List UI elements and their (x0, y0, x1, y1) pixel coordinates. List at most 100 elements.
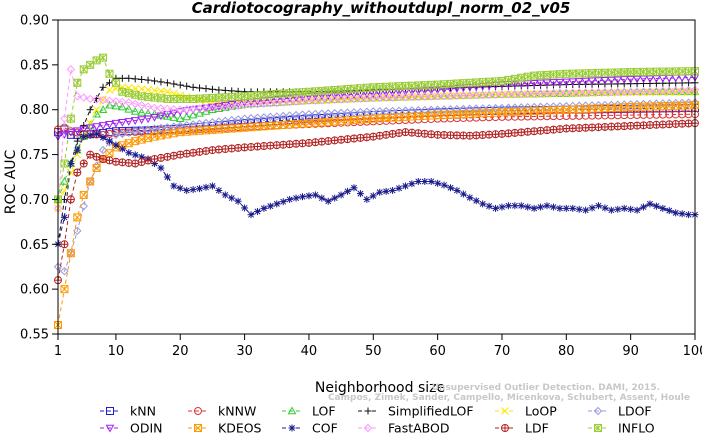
point-marker (498, 203, 506, 211)
point-marker (349, 84, 358, 93)
point-marker (170, 80, 178, 88)
point-marker (144, 85, 152, 94)
point-marker (491, 90, 500, 99)
legend-label: LDOF (618, 404, 652, 419)
point-marker (98, 105, 108, 114)
point-marker (626, 75, 636, 84)
point-marker (253, 142, 262, 151)
point-marker (240, 123, 249, 132)
point-marker (163, 130, 172, 139)
point-marker (169, 105, 179, 114)
point-marker (626, 103, 635, 112)
point-marker (363, 195, 371, 203)
point-marker (157, 78, 165, 86)
point-marker (613, 111, 622, 120)
legend-label: kNN (130, 404, 156, 419)
point-marker (452, 79, 461, 88)
point-marker (362, 115, 371, 124)
point-marker (632, 75, 642, 84)
point-marker (645, 110, 654, 119)
point-marker (137, 101, 146, 110)
point-marker (106, 407, 114, 415)
point-marker (389, 186, 397, 194)
point-marker (530, 107, 539, 116)
point-marker (253, 208, 261, 216)
point-marker (491, 90, 500, 99)
point-marker (530, 71, 539, 80)
point-marker (665, 110, 674, 119)
point-marker (137, 85, 146, 93)
point-marker (555, 70, 564, 79)
y-tick-label: 0.60 (20, 283, 49, 298)
point-marker (343, 94, 352, 104)
point-marker (619, 76, 629, 85)
point-marker (233, 101, 243, 110)
point-marker (105, 86, 114, 94)
point-marker (632, 87, 642, 96)
point-marker (214, 103, 224, 112)
point-marker (221, 116, 230, 126)
legend-label: INFLO (618, 421, 655, 435)
point-marker (337, 85, 346, 94)
point-marker (208, 118, 217, 127)
point-marker (601, 204, 609, 212)
point-marker (549, 88, 558, 98)
point-marker (369, 114, 378, 123)
point-marker (330, 136, 339, 145)
point-marker (485, 77, 494, 86)
point-marker (317, 86, 326, 95)
point-marker (228, 194, 236, 202)
point-marker (594, 88, 603, 97)
point-marker (298, 119, 307, 128)
point-marker (394, 106, 404, 115)
point-marker (169, 109, 179, 118)
credit-text: Unsupervised Outlier Detection. DAMI, 20… (432, 383, 660, 393)
point-marker (150, 155, 159, 164)
point-marker (555, 78, 565, 87)
point-marker (363, 423, 373, 433)
point-marker (143, 125, 153, 134)
point-marker (356, 94, 365, 103)
axes: 1 10 20 30 40 50 60 70 80 90 100 0.55 0.60 0.65 0.70 0.… (20, 14, 702, 360)
point-marker (407, 106, 417, 115)
point-marker (247, 118, 256, 127)
point-marker (246, 100, 256, 109)
point-marker (620, 103, 629, 112)
point-marker (600, 68, 609, 77)
point-marker (330, 108, 339, 118)
point-marker (118, 145, 126, 153)
point-marker (169, 113, 179, 121)
legend-item-loop: LoOP (495, 404, 557, 419)
series-line (57, 57, 696, 200)
point-marker (517, 112, 526, 121)
point-marker (369, 83, 378, 92)
point-marker (362, 94, 372, 103)
point-marker (523, 89, 532, 98)
series-line (57, 113, 696, 136)
point-marker (163, 111, 172, 120)
point-marker (189, 83, 197, 91)
point-marker (633, 80, 641, 88)
point-marker (111, 157, 120, 166)
point-marker (189, 94, 198, 103)
point-marker (292, 194, 300, 202)
point-marker (497, 129, 506, 138)
point-marker (645, 87, 655, 96)
point-marker (543, 112, 552, 121)
point-marker (536, 126, 545, 135)
point-marker (407, 112, 416, 121)
point-marker (73, 146, 81, 154)
point-marker (130, 117, 140, 126)
point-marker (79, 65, 88, 74)
point-marker (60, 240, 69, 249)
point-marker (555, 105, 564, 114)
point-marker (420, 105, 429, 115)
point-marker (285, 97, 294, 107)
point-marker (485, 113, 494, 122)
point-marker (60, 176, 69, 185)
point-marker (253, 100, 262, 109)
point-marker (530, 127, 539, 136)
point-marker (201, 104, 211, 113)
point-marker (60, 266, 69, 276)
point-marker (472, 90, 481, 100)
